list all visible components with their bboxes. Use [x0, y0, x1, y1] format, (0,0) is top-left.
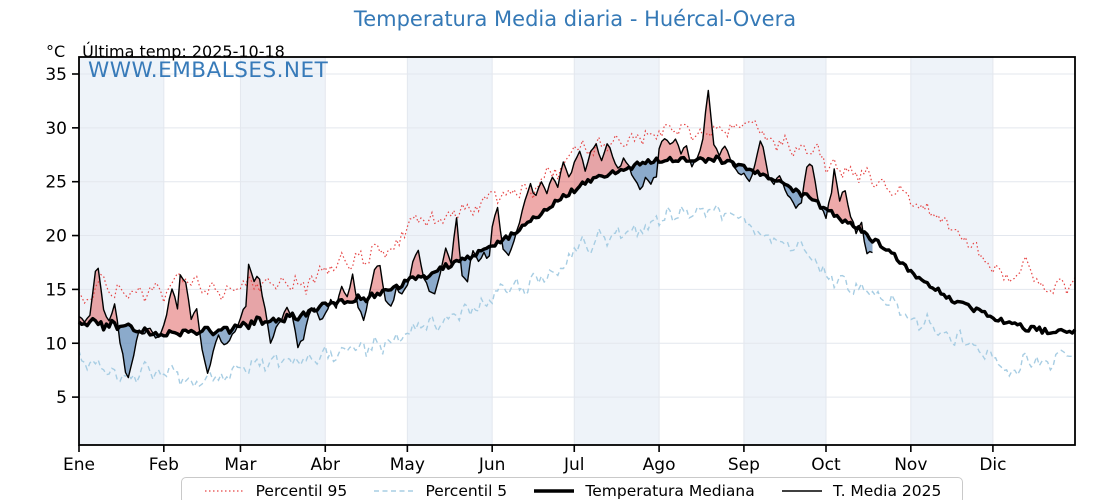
legend-item-percentil-5: Percentil 5: [372, 482, 507, 500]
legend-label: Temperatura Mediana: [585, 481, 755, 500]
watermark: WWW.EMBALSES.NET: [88, 58, 329, 83]
month-band: [743, 57, 826, 445]
percentil-5-line: [78, 203, 1076, 389]
x-tick-label: Mar: [224, 455, 256, 475]
percentil-5-swatch-icon: [374, 489, 415, 492]
legend-item-t-media-2025: T. Media 2025: [780, 482, 941, 500]
x-tick-label: Oct: [811, 455, 841, 475]
month-band: [574, 57, 660, 445]
x-tick-label: Jun: [478, 455, 506, 475]
y-tick-label: 20: [45, 227, 67, 247]
plot-border: [78, 56, 1076, 446]
y-axis-unit-label: °C: [46, 42, 66, 61]
legend: Percentil 95 Percentil 5 Temperatura Med…: [181, 477, 963, 500]
y-tick-label: 30: [45, 119, 67, 139]
legend-label: T. Media 2025: [832, 481, 942, 500]
x-tick-label: Ene: [63, 455, 95, 475]
temperatura-mediana-swatch-icon: [534, 488, 575, 493]
chart-title: Temperatura Media diaria - Huércal-Overa: [353, 7, 797, 31]
month-band: [240, 57, 326, 445]
x-tick-label: Sep: [728, 455, 760, 475]
legend-item-percentil-95: Percentil 95: [203, 481, 348, 500]
x-tick-label: Dic: [979, 455, 1006, 475]
y-tick-label: 25: [45, 173, 67, 193]
y-tick-label: 35: [45, 65, 67, 85]
x-tick-label: Feb: [149, 455, 179, 475]
legend-label: Percentil 95: [255, 481, 348, 500]
month-band: [79, 57, 164, 445]
legend-label: Percentil 5: [425, 481, 508, 500]
x-tick-label: Nov: [894, 455, 927, 475]
area-above-median: [79, 90, 863, 336]
x-tick-label: Ago: [643, 455, 676, 475]
legend-item-temperatura-mediana: Temperatura Mediana: [532, 481, 755, 500]
y-tick-label: 10: [45, 334, 67, 354]
month-band: [910, 57, 993, 445]
x-tick-label: Abr: [311, 455, 340, 475]
mediana-line: [77, 154, 1077, 338]
y-tick-label: 15: [45, 280, 67, 300]
t-media-2025-swatch-icon: [781, 489, 822, 492]
percentil-95-swatch-icon: [204, 489, 245, 492]
y-tick-label: 5: [56, 388, 67, 408]
x-tick-label: May: [390, 455, 425, 475]
x-tick-label: Jul: [563, 455, 585, 475]
